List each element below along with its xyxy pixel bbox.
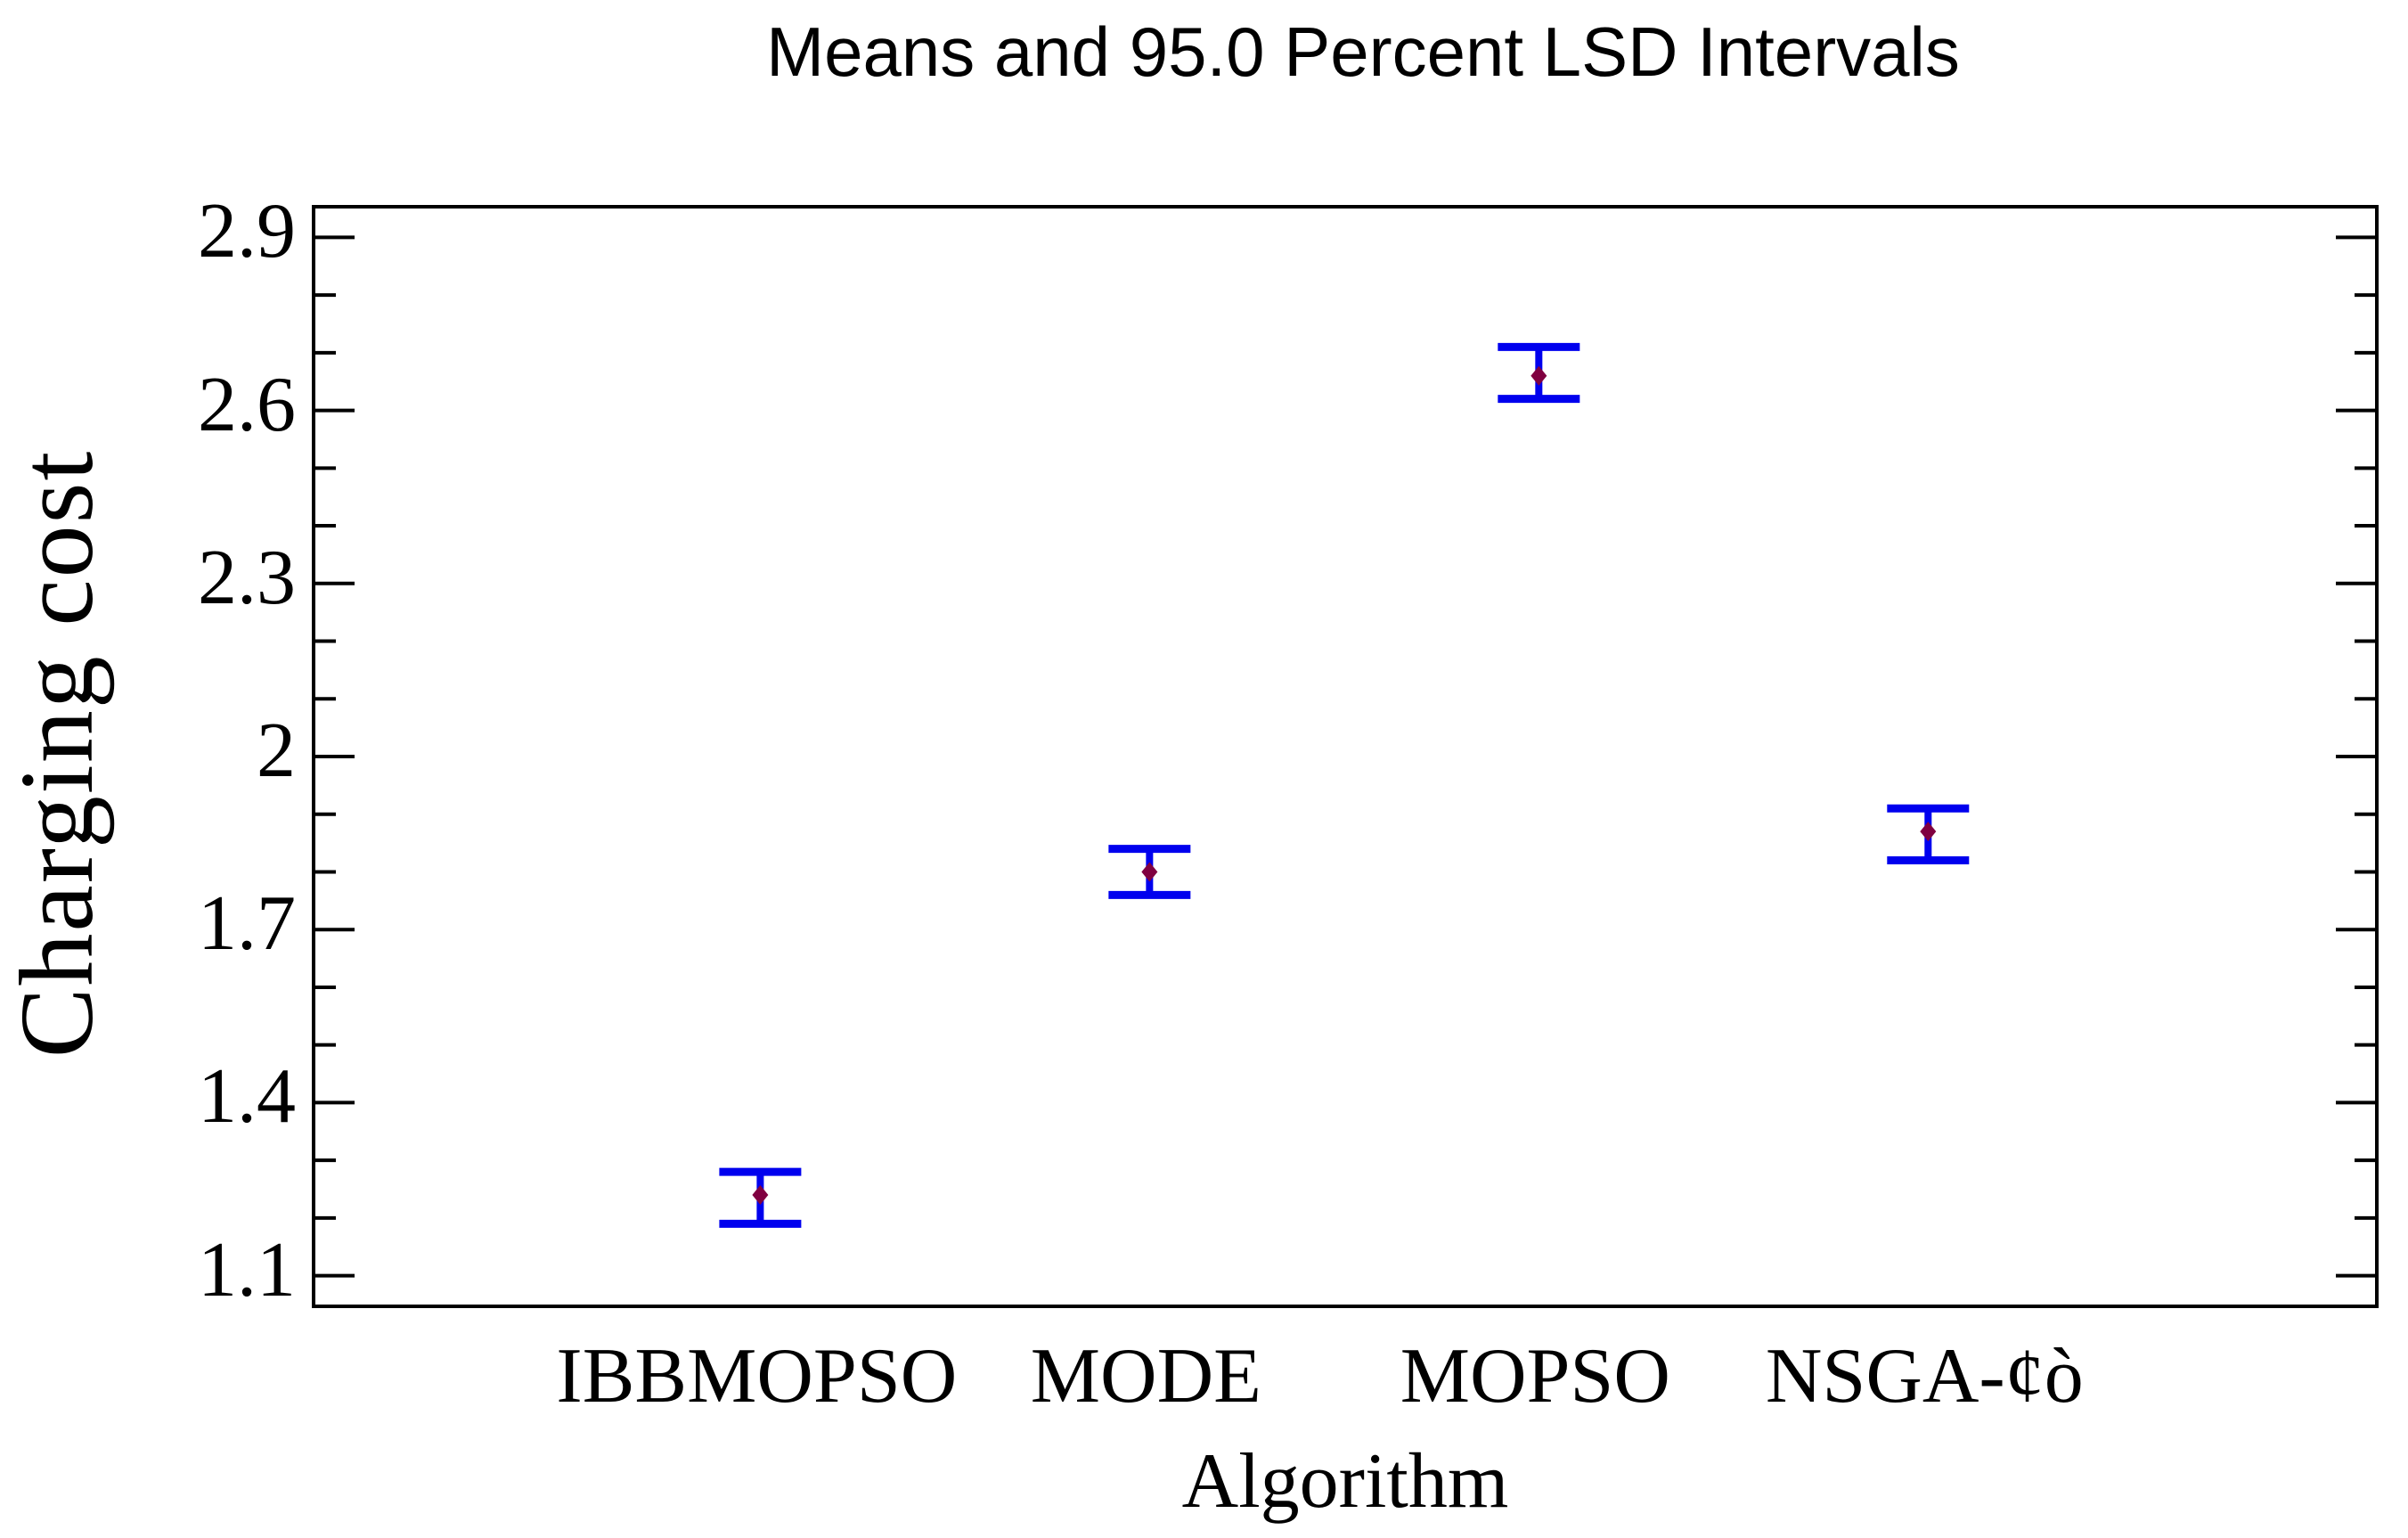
x-category-label: IBBMOPSO xyxy=(556,1333,958,1419)
mean-marker xyxy=(1141,862,1158,882)
x-category-label: NSGA-¢ò xyxy=(1765,1333,2084,1419)
x-category-label: MOPSO xyxy=(1400,1333,1670,1419)
mean-marker xyxy=(1531,365,1547,386)
y-tick-label: 2 xyxy=(257,708,296,795)
x-category-label: MODE xyxy=(1030,1333,1261,1419)
mean-marker xyxy=(1920,822,1937,842)
y-tick-label: 2.6 xyxy=(198,361,296,448)
x-axis-title: Algorithm xyxy=(1181,1438,1509,1525)
y-tick-label: 1.4 xyxy=(198,1053,296,1141)
y-tick-label: 2.3 xyxy=(198,535,296,622)
plot-area xyxy=(312,205,2379,1308)
y-tick-label: 2.9 xyxy=(198,188,296,275)
y-tick-label: 1.7 xyxy=(198,880,296,968)
mean-marker xyxy=(752,1185,769,1205)
y-tick-label: 1.1 xyxy=(198,1226,296,1313)
plot-canvas xyxy=(315,235,2375,1278)
chart-title: Means and 95.0 Percent LSD Intervals xyxy=(766,12,1960,91)
